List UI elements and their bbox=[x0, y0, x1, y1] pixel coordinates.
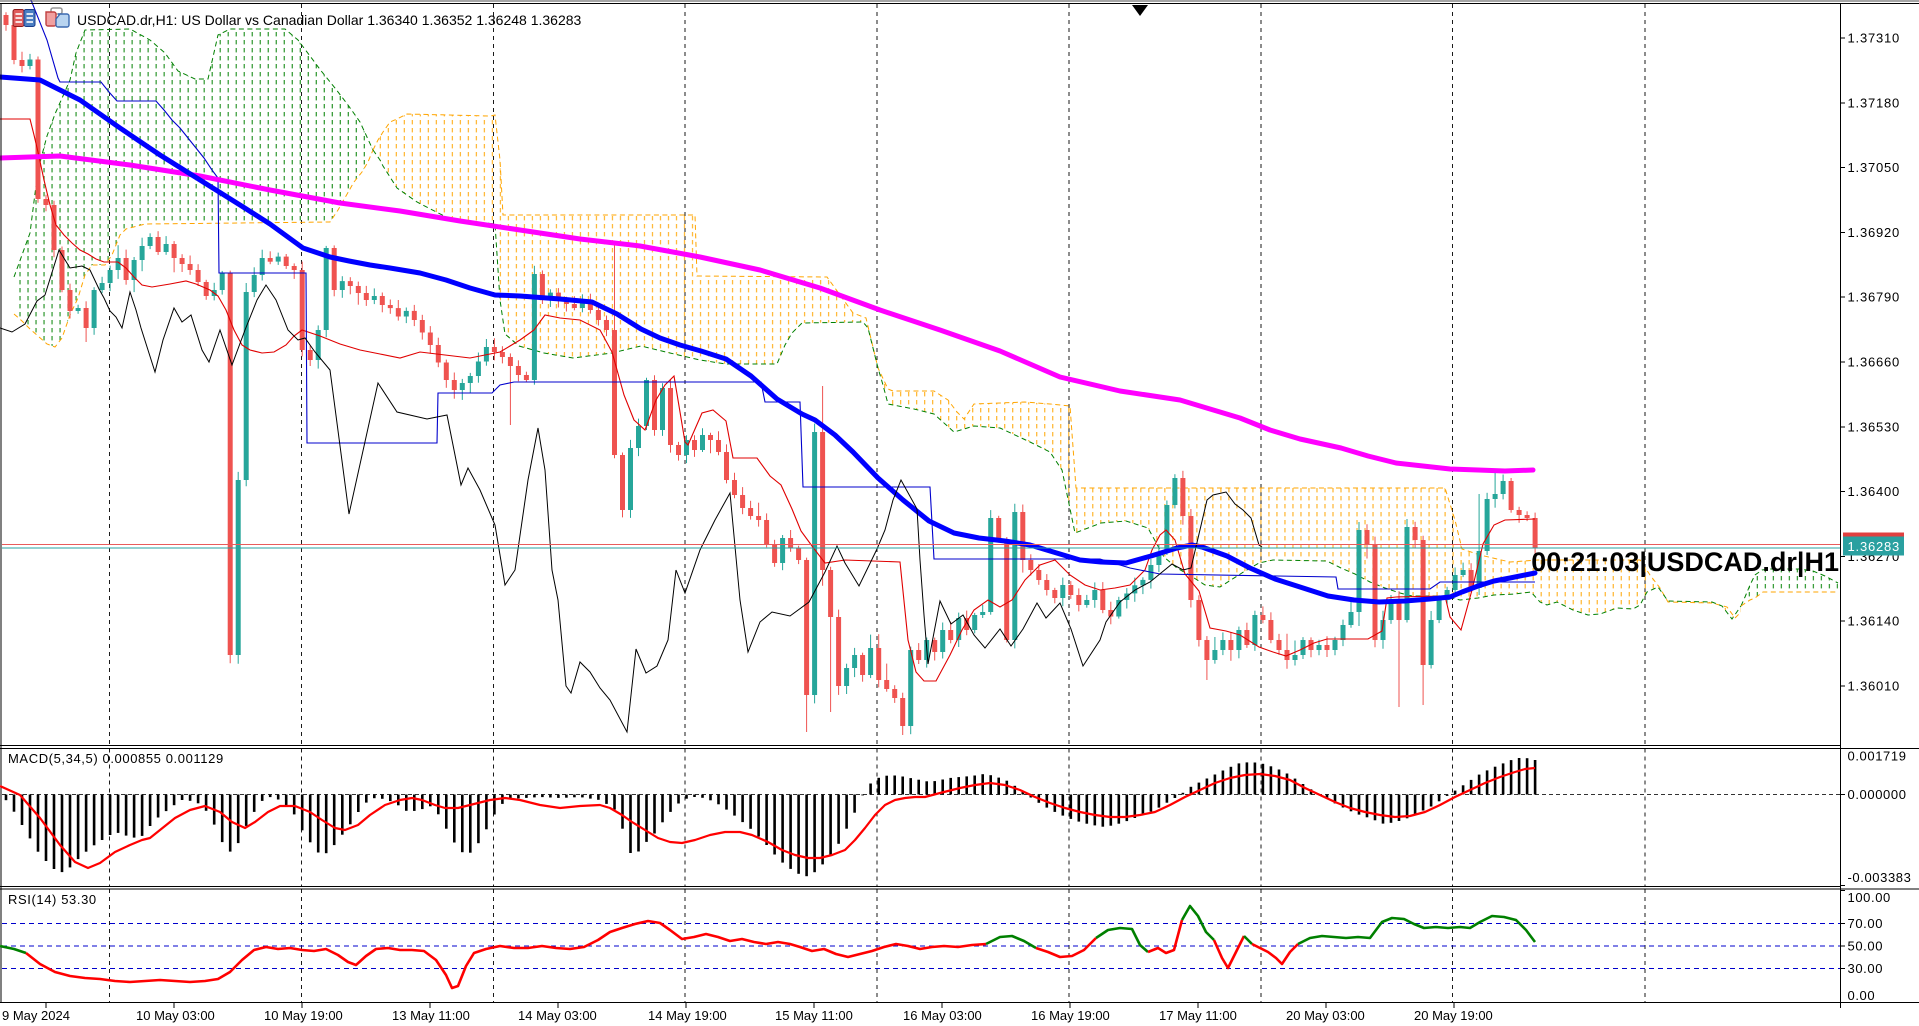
svg-text:0.000000: 0.000000 bbox=[1848, 787, 1907, 802]
svg-text:9 May 2024: 9 May 2024 bbox=[2, 1008, 70, 1023]
svg-text:1.36140: 1.36140 bbox=[1848, 614, 1901, 629]
svg-text:20 May 03:00: 20 May 03:00 bbox=[1286, 1008, 1365, 1023]
svg-text:1.36920: 1.36920 bbox=[1848, 225, 1901, 240]
svg-text:14 May 03:00: 14 May 03:00 bbox=[518, 1008, 597, 1023]
svg-text:16 May 03:00: 16 May 03:00 bbox=[903, 1008, 982, 1023]
svg-text:1.36790: 1.36790 bbox=[1848, 290, 1901, 305]
svg-text:30.00: 30.00 bbox=[1848, 961, 1884, 976]
svg-text:1.37310: 1.37310 bbox=[1848, 31, 1901, 46]
svg-text:13 May 11:00: 13 May 11:00 bbox=[392, 1008, 470, 1023]
svg-text:15 May 11:00: 15 May 11:00 bbox=[775, 1008, 853, 1023]
svg-text:0.00: 0.00 bbox=[1848, 988, 1876, 1003]
svg-text:-0.003383: -0.003383 bbox=[1848, 870, 1912, 885]
svg-text:1.37180: 1.37180 bbox=[1848, 95, 1901, 110]
svg-text:10 May 03:00: 10 May 03:00 bbox=[136, 1008, 215, 1023]
svg-text:1.36283: 1.36283 bbox=[1848, 539, 1901, 554]
svg-text:14 May 19:00: 14 May 19:00 bbox=[648, 1008, 727, 1023]
svg-text:17 May 11:00: 17 May 11:00 bbox=[1159, 1008, 1237, 1023]
svg-text:1.37050: 1.37050 bbox=[1848, 160, 1901, 175]
svg-text:20 May 19:00: 20 May 19:00 bbox=[1414, 1008, 1493, 1023]
svg-text:00:21:03|USDCAD.dr|H1: 00:21:03|USDCAD.dr|H1 bbox=[1531, 547, 1839, 577]
svg-text:1.36010: 1.36010 bbox=[1848, 679, 1901, 694]
svg-text:1.36400: 1.36400 bbox=[1848, 484, 1901, 499]
svg-text:MACD(5,34,5) 0.000855 0.001129: MACD(5,34,5) 0.000855 0.001129 bbox=[8, 751, 224, 766]
svg-text:1.36530: 1.36530 bbox=[1848, 419, 1901, 434]
svg-text:RSI(14) 53.30: RSI(14) 53.30 bbox=[8, 892, 97, 907]
svg-text:50.00: 50.00 bbox=[1848, 939, 1884, 954]
svg-text:1.36660: 1.36660 bbox=[1848, 355, 1901, 370]
svg-text:USDCAD.dr,H1: US Dollar vs Ca: USDCAD.dr,H1: US Dollar vs Canadian Doll… bbox=[77, 12, 582, 28]
svg-text:16 May 19:00: 16 May 19:00 bbox=[1031, 1008, 1110, 1023]
svg-text:100.00: 100.00 bbox=[1848, 890, 1891, 905]
svg-text:0.001719: 0.001719 bbox=[1848, 749, 1907, 764]
svg-text:70.00: 70.00 bbox=[1848, 916, 1884, 931]
svg-text:10 May 19:00: 10 May 19:00 bbox=[264, 1008, 343, 1023]
